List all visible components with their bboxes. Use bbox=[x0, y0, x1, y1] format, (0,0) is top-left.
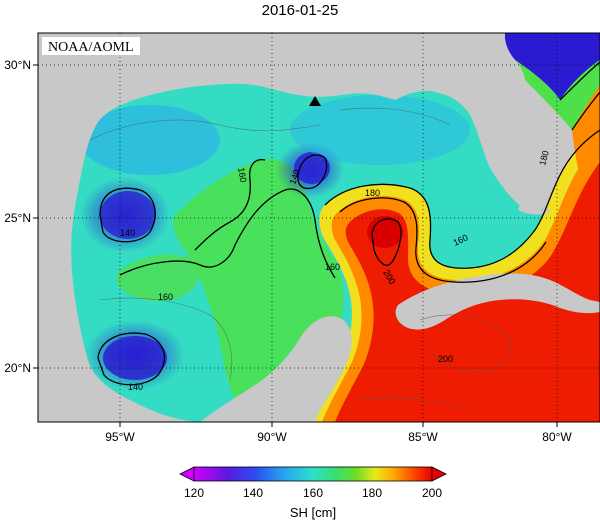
colorbar-tick-label: 160 bbox=[303, 486, 323, 500]
contour-label: 180 bbox=[365, 188, 380, 198]
cuba-land bbox=[395, 273, 600, 330]
lon-tick-label: 95°W bbox=[105, 430, 135, 444]
lon-tick-label: 80°W bbox=[542, 430, 572, 444]
contour-lines bbox=[97, 61, 600, 386]
lon-tick-label: 85°W bbox=[408, 430, 438, 444]
contour-label: 180 bbox=[537, 149, 551, 166]
colorbar-tick-label: 140 bbox=[243, 486, 263, 500]
map-frame bbox=[37, 32, 600, 423]
lat-tick-label: 30°N bbox=[4, 58, 31, 72]
florida-keys bbox=[518, 205, 550, 215]
credit-box bbox=[42, 37, 140, 55]
lat-tick-label: 20°N bbox=[4, 361, 31, 375]
atlantic-ne bbox=[504, 33, 600, 100]
lat-tick-label: 25°N bbox=[4, 211, 31, 225]
atlantic-orange bbox=[572, 85, 600, 178]
triangle-marker-icon bbox=[309, 96, 321, 106]
low-west-core bbox=[100, 191, 156, 239]
contour-label: 200 bbox=[438, 354, 453, 364]
colorbar-units-label: SH [cm] bbox=[290, 505, 336, 520]
atlantic-green bbox=[515, 60, 600, 130]
contour-label: 140 bbox=[120, 228, 135, 238]
lon-axis: 95°W 90°W 85°W 80°W bbox=[105, 422, 572, 444]
credit-text: NOAA/AOML bbox=[48, 40, 134, 55]
contour-label: 140 bbox=[128, 382, 143, 392]
contour-label: 160 bbox=[158, 292, 173, 302]
map-title: 2016-01-25 bbox=[261, 2, 339, 19]
minor-contours bbox=[89, 107, 512, 411]
colorbar-ramp bbox=[193, 466, 433, 482]
mexico-yucatan-land bbox=[200, 316, 352, 422]
graticule bbox=[38, 33, 600, 422]
us-coast-land bbox=[38, 33, 545, 422]
colorbar-low-arrow bbox=[179, 466, 195, 482]
contour-label: 160 bbox=[325, 262, 340, 272]
colorbar-tick-label: 180 bbox=[362, 486, 382, 500]
colorbar-high-arrow bbox=[431, 466, 447, 482]
contour-label: 140 bbox=[287, 168, 302, 186]
lat-axis: 30°N 25°N 20°N bbox=[4, 58, 38, 375]
contour-label: 160 bbox=[236, 167, 248, 184]
green-band-west bbox=[116, 254, 200, 302]
colorbar: 120 140 160 180 200 SH [cm] bbox=[179, 466, 447, 520]
colorbar-tick-label: 120 bbox=[184, 486, 204, 500]
colorbar-tick-label: 200 bbox=[422, 486, 442, 500]
lon-tick-label: 90°W bbox=[257, 430, 287, 444]
shelf-blue bbox=[80, 105, 220, 175]
north-blue bbox=[290, 95, 470, 165]
low-south-core bbox=[103, 336, 167, 380]
low-central-core bbox=[294, 152, 330, 184]
